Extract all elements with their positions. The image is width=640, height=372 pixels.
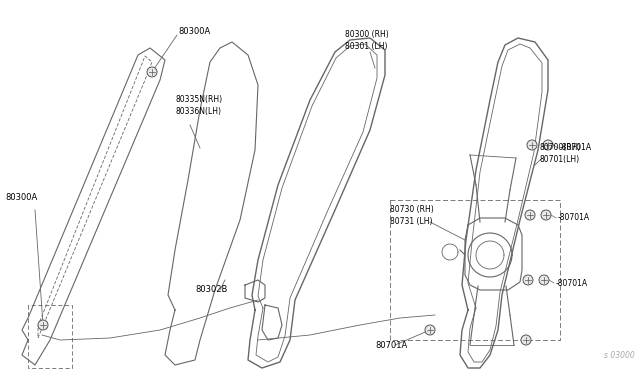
Circle shape (523, 275, 533, 285)
Circle shape (539, 275, 549, 285)
Text: s 03000: s 03000 (604, 351, 635, 360)
Text: 80730 (RH)
80731 (LH): 80730 (RH) 80731 (LH) (390, 205, 434, 226)
Circle shape (147, 67, 157, 77)
Circle shape (38, 320, 48, 330)
Circle shape (521, 335, 531, 345)
Circle shape (525, 210, 535, 220)
Text: -80701A: -80701A (560, 144, 592, 153)
Text: 80701A: 80701A (375, 340, 407, 350)
Text: 80302B: 80302B (195, 285, 227, 295)
Circle shape (527, 140, 537, 150)
Circle shape (425, 325, 435, 335)
Text: 80300A: 80300A (5, 192, 37, 202)
Circle shape (543, 140, 553, 150)
Circle shape (541, 210, 551, 220)
Text: -80701A: -80701A (556, 279, 588, 288)
Text: 80700(RH)
80701(LH): 80700(RH) 80701(LH) (540, 143, 581, 164)
Text: 80300 (RH)
80301 (LH): 80300 (RH) 80301 (LH) (345, 30, 388, 51)
Text: -80701A: -80701A (558, 214, 590, 222)
Text: 80300A: 80300A (178, 28, 211, 36)
Text: 80335N(RH)
80336N(LH): 80335N(RH) 80336N(LH) (175, 95, 222, 116)
